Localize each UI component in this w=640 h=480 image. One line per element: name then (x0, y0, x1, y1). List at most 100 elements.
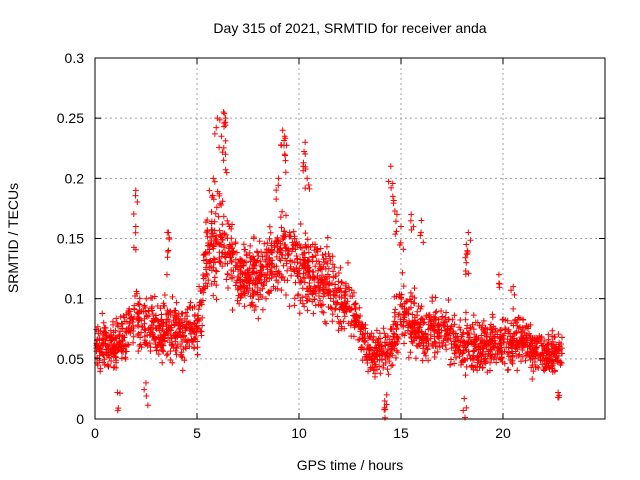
data-point (341, 299, 348, 306)
data-point (504, 317, 511, 324)
data-point (471, 341, 478, 348)
data-point (188, 325, 195, 332)
data-point (226, 248, 233, 255)
data-point (306, 273, 313, 280)
data-point (251, 281, 258, 288)
data-point (133, 309, 140, 316)
data-point (517, 323, 524, 330)
data-point (496, 284, 503, 291)
data-point (519, 353, 526, 360)
data-point (391, 293, 398, 300)
data-point (101, 361, 108, 368)
data-point (220, 213, 227, 220)
data-point (423, 343, 430, 350)
data-point (325, 281, 332, 288)
data-point (271, 263, 278, 270)
data-point (287, 263, 294, 270)
data-point (274, 234, 281, 241)
data-point (150, 318, 157, 325)
data-point (234, 286, 241, 293)
data-point (264, 266, 271, 273)
data-point (267, 229, 274, 236)
data-point (482, 351, 489, 358)
data-point (302, 139, 309, 146)
data-point (458, 333, 465, 340)
data-point (143, 340, 150, 347)
data-point (242, 271, 249, 278)
data-point (351, 301, 358, 308)
data-point (305, 264, 312, 271)
data-point (448, 340, 455, 347)
data-point (116, 333, 123, 340)
data-point (133, 288, 140, 295)
data-point (519, 341, 526, 348)
data-point (549, 368, 556, 375)
data-point (165, 310, 172, 317)
data-point (194, 317, 201, 324)
data-point (369, 364, 376, 371)
data-point (113, 315, 120, 322)
data-point (400, 246, 407, 253)
data-point (554, 357, 561, 364)
data-point (392, 354, 399, 361)
data-point (420, 334, 427, 341)
data-point (112, 353, 119, 360)
data-point (549, 333, 556, 340)
data-point (220, 157, 227, 164)
data-point (432, 309, 439, 316)
data-point (302, 150, 309, 157)
data-point (166, 236, 173, 243)
data-point (333, 287, 340, 294)
data-point (251, 256, 258, 263)
data-point (407, 289, 414, 296)
data-point (296, 310, 303, 317)
data-point (130, 339, 137, 346)
data-point (463, 241, 470, 248)
data-point (376, 330, 383, 337)
data-point (216, 116, 223, 123)
data-point (322, 251, 329, 258)
data-point (195, 306, 202, 313)
data-point (292, 241, 299, 248)
data-point (230, 249, 237, 256)
data-point (164, 307, 171, 314)
data-point (417, 319, 424, 326)
data-point (513, 330, 520, 337)
data-point (498, 344, 505, 351)
data-point (312, 243, 319, 250)
data-point (204, 227, 211, 234)
data-point (225, 245, 232, 252)
data-point (172, 307, 179, 314)
data-point (498, 354, 505, 361)
data-point (293, 239, 300, 246)
data-point (389, 361, 396, 368)
data-point (317, 266, 324, 273)
data-point (169, 293, 176, 300)
data-point (97, 368, 104, 375)
data-point (348, 333, 355, 340)
data-point (176, 329, 183, 336)
data-point (447, 356, 454, 363)
data-point (543, 350, 550, 357)
data-point (359, 323, 366, 330)
data-point (240, 241, 247, 248)
x-tick-label: 5 (193, 425, 201, 441)
data-point (380, 325, 387, 332)
data-point (457, 316, 464, 323)
data-point (352, 318, 359, 325)
data-point (302, 230, 309, 237)
data-point (94, 361, 101, 368)
data-point (430, 313, 437, 320)
data-point (160, 331, 167, 338)
data-point (154, 302, 161, 309)
data-point (352, 322, 359, 329)
data-point (332, 299, 339, 306)
data-point (422, 352, 429, 359)
data-point (275, 238, 282, 245)
data-point (338, 323, 345, 330)
data-point (186, 326, 193, 333)
data-point (417, 305, 424, 312)
data-point (404, 322, 411, 329)
data-point (259, 253, 266, 260)
data-point (460, 329, 467, 336)
